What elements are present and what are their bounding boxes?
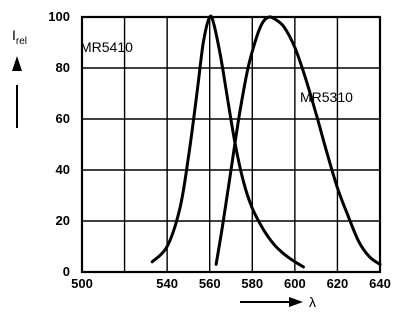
plot-frame bbox=[80, 15, 382, 274]
y-tick-label: 20 bbox=[56, 213, 70, 228]
curves bbox=[150, 14, 382, 269]
x-axis-arrow bbox=[240, 297, 303, 307]
series-label-mr5410: MR5410 bbox=[80, 39, 133, 55]
tick-labels: 500 540 560 580 600 620 640 0 20 40 60 80 100 bbox=[48, 9, 391, 291]
x-tick-label: 620 bbox=[327, 276, 349, 291]
x-tick-label: 580 bbox=[241, 276, 263, 291]
x-axis-label: λ bbox=[309, 294, 316, 310]
y-tick-label: 80 bbox=[56, 60, 70, 75]
series-line-mr5310 bbox=[214, 15, 382, 266]
x-tick-label: 560 bbox=[199, 276, 221, 291]
y-tick-label: 40 bbox=[56, 162, 70, 177]
series-label-mr5310: MR5310 bbox=[300, 89, 353, 105]
y-axis-arrow bbox=[12, 56, 22, 128]
x-tick-label: 600 bbox=[284, 276, 306, 291]
x-tick-label: 540 bbox=[156, 276, 178, 291]
x-tick-label: 500 bbox=[71, 276, 93, 291]
y-tick-label: 100 bbox=[48, 9, 70, 24]
grid-lines bbox=[81, 16, 381, 273]
series-line-mr5410 bbox=[150, 14, 305, 269]
y-axis-label: Irel bbox=[12, 27, 27, 47]
y-tick-label: 60 bbox=[56, 111, 70, 126]
y-tick-label: 0 bbox=[63, 264, 70, 279]
x-tick-label: 640 bbox=[369, 276, 391, 291]
